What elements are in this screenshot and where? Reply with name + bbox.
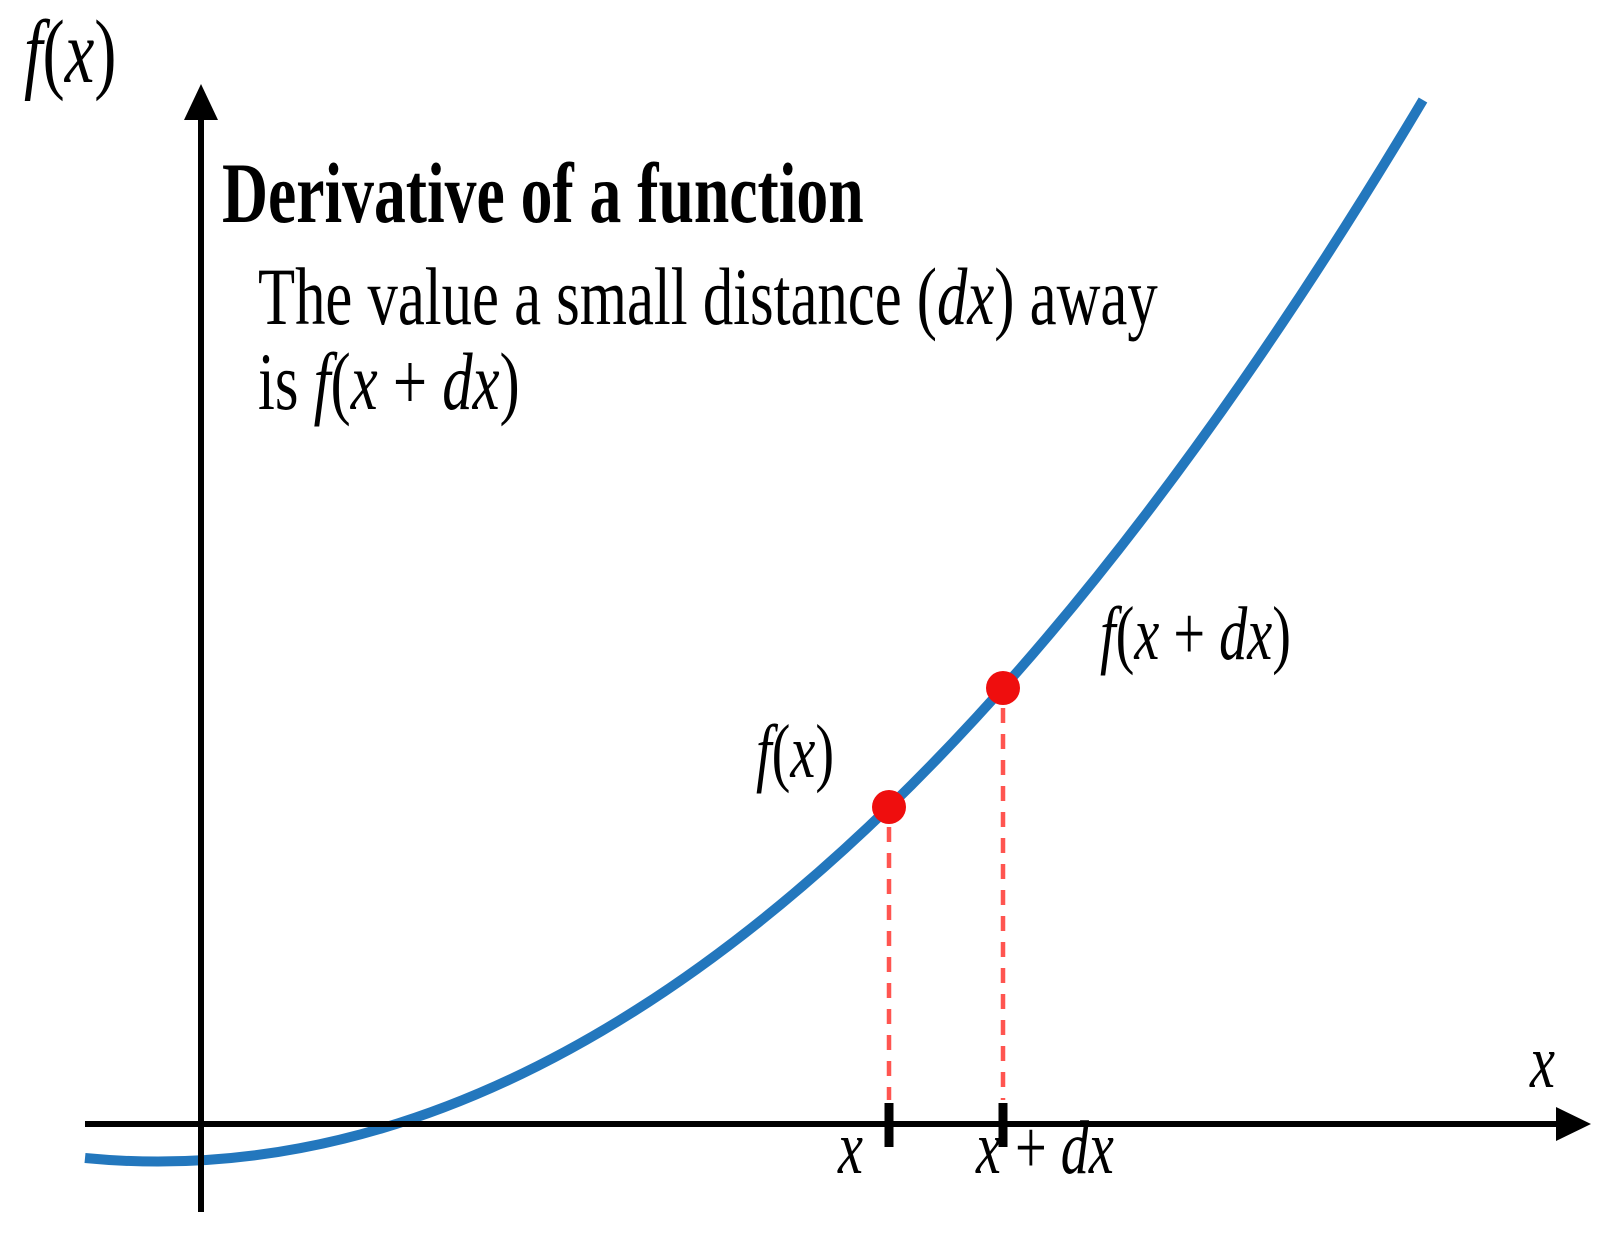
tick-label-x-dx-part: + <box>1000 1106 1061 1190</box>
subtitle-part: dx <box>442 336 500 427</box>
point-fx-label-part: x <box>790 710 816 794</box>
point-fx-label-part: f <box>756 710 772 794</box>
y-axis-label-part: ) <box>94 3 117 102</box>
subtitle-part: ( <box>330 336 351 427</box>
point-fx-dx-label-part: x <box>1134 592 1160 676</box>
tick-label-x-dx-part: dx <box>1060 1106 1114 1190</box>
tick-label-x: x <box>838 1106 863 1190</box>
point-fx-dx-label-part: + <box>1159 592 1220 676</box>
subtitle-part: x <box>350 336 378 427</box>
y-axis-arrowhead <box>184 84 218 120</box>
function-curve <box>84 97 1428 1167</box>
point-fx-label-part: ) <box>815 710 835 794</box>
tick-label-x-dx-part: x <box>976 1106 1001 1190</box>
subtitle-part: dx <box>937 251 995 342</box>
x-axis-label: x <box>1530 1020 1555 1104</box>
point-fx-label: f(x) <box>756 714 834 790</box>
point-fx-dx-label-part: f <box>1100 592 1116 676</box>
subtitle-part: is <box>258 336 314 427</box>
subtitle-line-2: is f(x + dx) <box>258 341 520 423</box>
point-fx-label-part: ( <box>771 710 791 794</box>
subtitle-part: ) away <box>994 251 1158 342</box>
point-fx <box>872 790 906 824</box>
point-fx-dx <box>986 671 1020 705</box>
point-fx-dx-label: f(x + dx) <box>1100 596 1291 672</box>
subtitle-line-1: The value a small distance (dx) away <box>258 256 1158 338</box>
y-axis-label-part: x <box>64 3 95 102</box>
point-fx-dx-label-part: ( <box>1115 592 1135 676</box>
tick-label-x-dx: x + dx <box>976 1110 1114 1186</box>
point-fx-dx-label-part: ) <box>1272 592 1291 676</box>
subtitle-part: + <box>377 336 443 427</box>
subtitle-part: The value a small distance ( <box>258 251 938 342</box>
x-axis-arrowhead <box>1556 1107 1591 1141</box>
figure-title: Derivative of a function <box>222 145 864 241</box>
y-axis-label-part: ( <box>42 3 65 102</box>
subtitle-part: f <box>313 336 331 427</box>
y-axis-label: f(x) <box>24 8 116 98</box>
y-axis-label-part: f <box>24 3 43 102</box>
point-fx-dx-label-part: dx <box>1219 592 1273 676</box>
subtitle-part: ) <box>499 336 520 427</box>
